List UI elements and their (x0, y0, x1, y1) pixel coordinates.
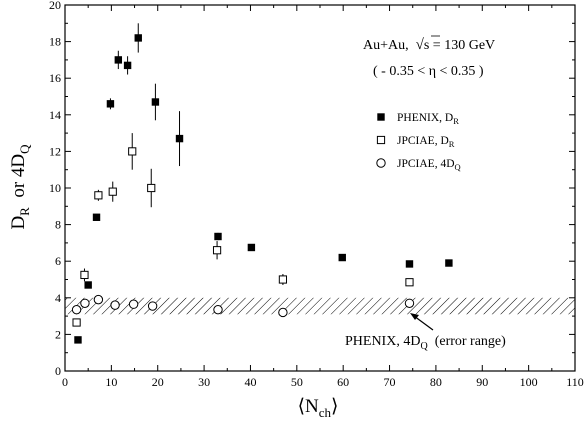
phenix-dr-point (445, 259, 453, 267)
axis-ticks (64, 4, 576, 372)
jpciae-4dq-point (147, 301, 158, 311)
y-tick-label: 6 (55, 254, 61, 268)
phenix-dr-point (338, 253, 346, 262)
legend-marker (377, 113, 385, 121)
phenix-dr-point (405, 260, 414, 268)
y-tick-label: 2 (55, 327, 61, 341)
legend-label: JPCIAE, 4DQ (397, 158, 461, 172)
jpciae-4dq-point (128, 299, 139, 309)
x-tick-label: 30 (198, 375, 210, 389)
legend-marker (376, 158, 386, 168)
phenix-dr-point (84, 281, 92, 289)
x-tick-label: 110 (566, 375, 584, 389)
phenix-dr-point (106, 100, 115, 108)
eta-range-annotation: ( - 0.35 < η < 0.35 ) (373, 64, 484, 79)
x-tick-label: 70 (384, 375, 396, 389)
phenix-dr-point (114, 56, 123, 64)
phenix-dr-point (92, 213, 101, 221)
phenix-dr-point (175, 134, 184, 143)
x-tick-label: 40 (244, 375, 256, 389)
jpciae-dr-point (108, 187, 117, 196)
jpciae-4dq-point (71, 304, 82, 315)
jpciae-dr-point (128, 147, 137, 156)
jpciae-4dq-point (93, 294, 104, 305)
phenix-dr-point (134, 34, 142, 42)
data-markers (71, 23, 453, 344)
x-tick-label: 50 (291, 375, 303, 389)
jpciae-dr-point (72, 318, 81, 327)
y-tick-label: 20 (49, 0, 61, 12)
y-tick-labels: 0 2 4 6 8 10 12 14 16 18 20 (49, 0, 61, 378)
y-tick-label: 10 (49, 181, 61, 195)
x-tick-label: 90 (476, 375, 488, 389)
legend-label: JPCIAE, DR (397, 135, 455, 149)
x-tick-label: 20 (152, 375, 164, 389)
error-range-band (65, 297, 575, 315)
jpciae-4dq-point (80, 298, 90, 308)
phenix-dr-point (214, 232, 222, 241)
y-axis-title: DR or 4DQ (8, 144, 32, 230)
legend-marker (376, 135, 386, 145)
jpciae-4dq-point (213, 304, 223, 315)
x-tick-label: 0 (62, 375, 68, 389)
x-tick-label: 60 (337, 375, 349, 389)
sqrt-symbol: √ (416, 37, 425, 53)
x-tick-labels: 0 10 20 30 40 50 60 70 80 90 100 110 (62, 375, 584, 389)
jpciae-dr-point (147, 183, 156, 193)
collision-system-annotation: Au+Au, √s = 130 GeV (363, 37, 495, 53)
x-tick-label: 100 (520, 375, 538, 389)
plot-frame (64, 4, 576, 372)
legend-label: PHENIX, DR (397, 112, 459, 126)
y-tick-label: 16 (49, 71, 61, 85)
jpciae-4dq-point (110, 300, 120, 310)
jpciae-dr-point (80, 270, 89, 280)
y-tick-label: 0 (55, 364, 61, 378)
jpciae-4dq-point (404, 298, 415, 308)
y-tick-label: 18 (49, 35, 61, 49)
y-tick-label: 12 (49, 144, 61, 158)
y-tick-label: 14 (49, 108, 61, 122)
phenix-dr-point (151, 98, 160, 106)
x-tick-label: 80 (430, 375, 442, 389)
band-arrow-head (410, 313, 419, 320)
y-tick-label: 8 (55, 218, 61, 232)
x-axis-title: ⟨Nch⟩ (298, 396, 339, 420)
band-arrow-line (413, 315, 434, 331)
y-tick-label: 4 (55, 291, 61, 305)
legend: PHENIX, DR JPCIAE, DR JPCIAE, 4DQ (376, 112, 461, 172)
x-tick-label: 10 (105, 375, 117, 389)
jpciae-4dq-point (278, 307, 288, 318)
jpciae-dr-point (94, 191, 103, 200)
jpciae-dr-point (278, 275, 288, 284)
band-label: PHENIX, 4DQ (error range) (345, 334, 506, 352)
phenix-dr-point (123, 61, 132, 70)
phenix-dr-point (74, 336, 82, 344)
jpciae-dr-point (405, 278, 414, 287)
jpciae-dr-point (212, 246, 222, 255)
phenix-dr-point (247, 243, 256, 252)
